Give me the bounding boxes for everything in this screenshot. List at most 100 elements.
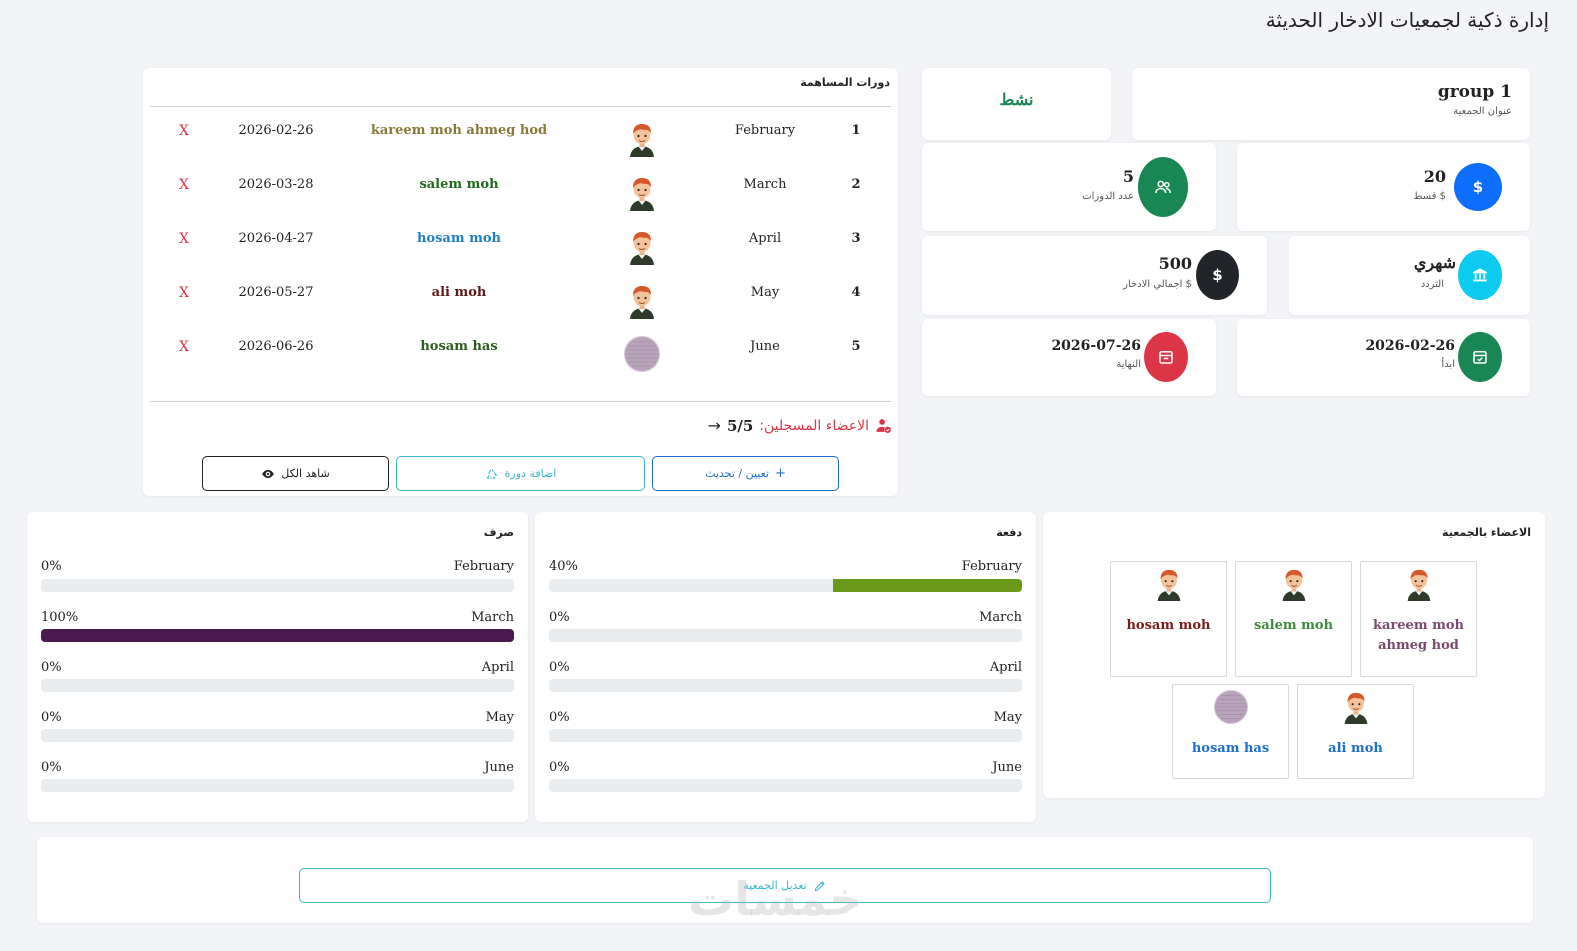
end-label: النهاية	[1116, 359, 1141, 370]
progress-month: April	[989, 660, 1022, 675]
member-avatar	[1402, 567, 1436, 601]
member-avatar	[1339, 690, 1373, 724]
member-name: hosam has	[420, 339, 498, 354]
member-name: kareem moh ahmeg hod	[1373, 618, 1464, 653]
total-savings-card: $ 500 $ اجمالي الادخار	[922, 236, 1267, 315]
member-card[interactable]: salem moh	[1235, 561, 1352, 677]
view-all-button[interactable]: شاهد الكل	[202, 456, 389, 491]
group-name-label: عنوان الجمعية	[1453, 106, 1512, 117]
installment-card: $ 20 $ قسط	[1237, 143, 1530, 231]
progress-track	[41, 579, 514, 592]
cycle-date: 2026-02-26	[238, 123, 314, 138]
status-badge: نشط	[999, 90, 1034, 109]
remove-button[interactable]: X	[179, 123, 189, 139]
cycle-date: 2026-04-27	[238, 231, 314, 246]
status-card: نشط	[922, 68, 1111, 140]
frequency-label: التردد	[1420, 279, 1444, 290]
progress-percent: 0%	[549, 760, 570, 775]
member-name: hosam moh	[416, 231, 502, 246]
user-check-icon	[876, 419, 891, 433]
cycles-value: 5	[1122, 167, 1134, 186]
bank-icon	[1473, 268, 1487, 282]
progress-month: April	[481, 660, 514, 675]
plus-icon: +	[774, 466, 786, 481]
total-icon-circle: $	[1196, 250, 1239, 300]
progress-month: June	[484, 760, 514, 775]
calendar-x-icon	[1159, 351, 1173, 364]
cycle-number: 2	[851, 177, 861, 192]
member-avatar	[1277, 567, 1311, 601]
member-avatar	[624, 336, 660, 372]
member-card[interactable]: hosam moh	[1110, 561, 1227, 677]
progress-track	[549, 779, 1022, 792]
members-card: الاعضاء بالجمعية kareem moh ahmeg hod sa…	[1043, 512, 1545, 798]
member-card[interactable]: kareem moh ahmeg hod	[1360, 561, 1477, 677]
member-name: hosam has	[1191, 741, 1270, 756]
frequency-value: شهري	[1413, 253, 1456, 272]
registered-count: 5/5	[726, 416, 754, 435]
remove-button[interactable]: X	[179, 285, 189, 301]
member-name: salem moh	[1253, 618, 1334, 633]
page-title: إدارة ذكية لجمعيات الادخار الحديثة	[1265, 8, 1549, 32]
progress-month: March	[979, 610, 1022, 625]
installment-value: 20	[1423, 167, 1446, 186]
assign-update-button[interactable]: تعيين / تحديث +	[652, 456, 839, 491]
cycles-label: عدد الدورات	[1082, 191, 1134, 202]
start-value: 2026-02-26	[1365, 338, 1455, 354]
frequency-card: شهري التردد	[1289, 236, 1530, 315]
progress-track	[41, 679, 514, 692]
disbursements-title: صرف	[483, 526, 514, 539]
progress-percent: 0%	[41, 559, 62, 574]
progress-track	[549, 729, 1022, 742]
progress-month: February	[453, 559, 514, 574]
view-all-label: شاهد الكل	[281, 467, 330, 480]
end-date-card: 2026-07-26 النهاية	[922, 319, 1216, 396]
pencil-icon	[814, 880, 825, 891]
edit-group-label: تعديل الجمعية	[743, 879, 807, 892]
progress-track	[549, 629, 1022, 642]
total-value: 500	[1158, 254, 1192, 273]
dollar-icon: $	[1472, 178, 1484, 196]
progress-percent: 0%	[549, 710, 570, 725]
remove-button[interactable]: X	[179, 339, 189, 355]
dollar-icon: $	[1212, 266, 1223, 284]
remove-button[interactable]: X	[179, 177, 189, 193]
member-card[interactable]: ali moh	[1297, 684, 1414, 779]
add-cycle-button[interactable]: اضافة دورة	[396, 456, 645, 491]
member-card[interactable]: hosam has	[1172, 684, 1289, 779]
start-icon-circle	[1458, 332, 1502, 382]
progress-percent: 0%	[41, 660, 62, 675]
member-avatar	[624, 121, 660, 157]
cycle-month: June	[750, 339, 780, 354]
users-icon	[1155, 180, 1171, 194]
cycle-month: February	[734, 123, 796, 138]
member-avatar	[1152, 567, 1186, 601]
cycle-month: March	[743, 177, 787, 192]
recycle-icon	[486, 468, 497, 479]
registered-summary: الاعضاء المسجلين: 5/5 →	[708, 416, 892, 435]
progress-month: May	[993, 710, 1022, 725]
cycle-month: April	[748, 231, 782, 246]
cycles-title: دورات المساهمة	[800, 76, 890, 89]
member-avatar	[624, 229, 660, 265]
member-name: hosam moh	[1126, 618, 1211, 633]
total-label: $ اجمالي الادخار	[1123, 279, 1192, 290]
member-avatar	[624, 175, 660, 211]
edit-group-button[interactable]: تعديل الجمعية	[299, 868, 1271, 903]
remove-button[interactable]: X	[179, 231, 189, 247]
start-label: ابدأ	[1441, 359, 1455, 370]
progress-fill	[832, 579, 1022, 592]
progress-percent: 0%	[41, 710, 62, 725]
arrow-right-icon: →	[707, 416, 721, 435]
cycle-date: 2026-03-28	[238, 177, 314, 192]
cycles-card: دورات المساهمة 1 February kareem moh ahm…	[143, 68, 898, 496]
member-avatar	[624, 283, 660, 319]
end-value: 2026-07-26	[1051, 338, 1141, 354]
progress-track	[41, 779, 514, 792]
cycle-number: 5	[851, 339, 861, 354]
cycle-date: 2026-06-26	[238, 339, 314, 354]
member-name: kareem moh ahmeg hod	[370, 123, 548, 138]
cycles-count-card: 5 عدد الدورات	[922, 143, 1216, 231]
installment-icon-circle: $	[1454, 163, 1502, 211]
progress-month: March	[471, 610, 514, 625]
